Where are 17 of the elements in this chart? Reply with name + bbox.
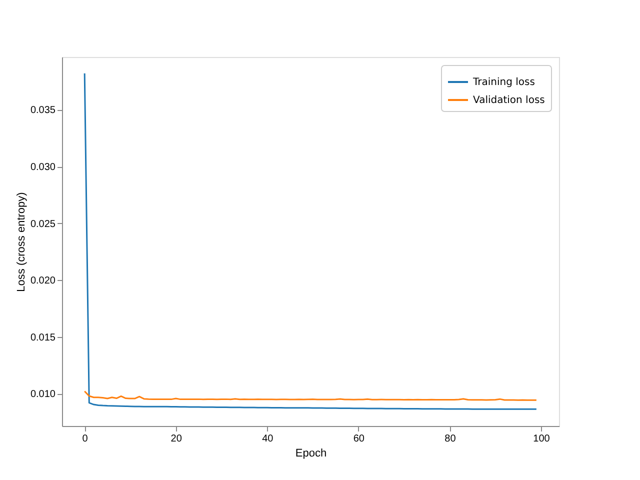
- x-tick-label: 80: [444, 434, 456, 444]
- x-tick-label: 0: [82, 434, 88, 444]
- x-axis-title: Epoch: [295, 448, 327, 460]
- y-tick-label: 0.010: [30, 389, 56, 400]
- x-tick-label: 100: [533, 434, 550, 444]
- y-axis-title: Loss (cross entropy): [15, 192, 28, 292]
- legend-label: Training loss: [472, 77, 535, 88]
- x-tick-label: 60: [353, 434, 365, 444]
- x-tick-label: 40: [262, 434, 274, 444]
- y-tick-label: 0.035: [30, 105, 56, 116]
- y-tick-label: 0.025: [30, 218, 56, 230]
- y-tick-label: 0.015: [30, 332, 56, 344]
- x-tick-label: 20: [170, 434, 182, 444]
- legend-label: Validation loss: [473, 95, 545, 106]
- line-series: [84, 390, 538, 401]
- y-tick-label: 0.030: [30, 162, 56, 174]
- y-tick-label: 0.020: [30, 276, 56, 287]
